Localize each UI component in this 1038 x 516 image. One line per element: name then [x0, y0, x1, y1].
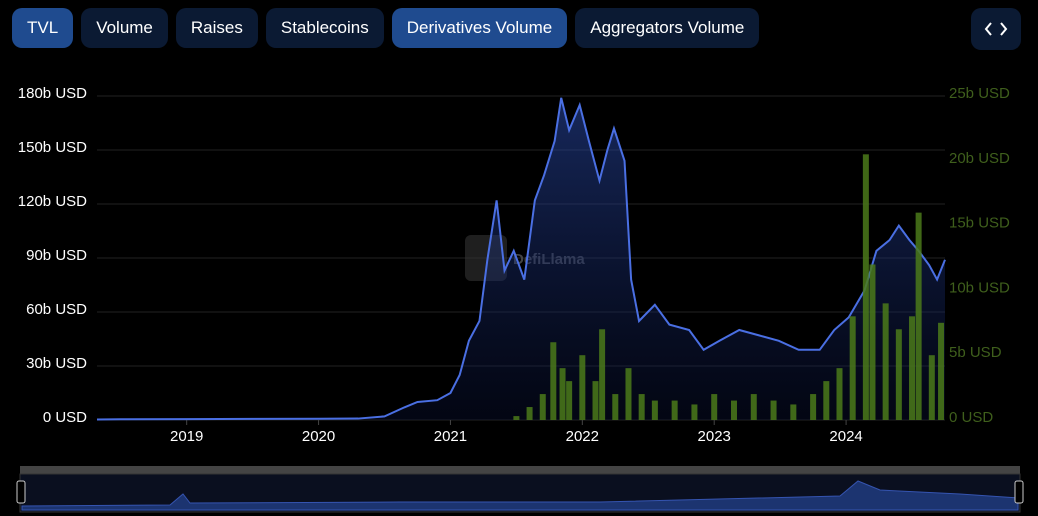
- volume-bar: [625, 368, 632, 420]
- navigator[interactable]: [16, 466, 1024, 513]
- navigator-handle[interactable]: [1014, 480, 1024, 504]
- y-tick-label: 150b USD: [18, 139, 87, 156]
- volume-bar: [823, 381, 830, 420]
- volume-bar: [869, 264, 876, 420]
- y-tick-label: 180b USD: [18, 85, 87, 102]
- volume-bar: [513, 416, 520, 420]
- navigator-handle[interactable]: [16, 480, 26, 504]
- y2-tick-label: 0 USD: [949, 409, 993, 426]
- code-icon: [984, 22, 1008, 36]
- x-tick-label: 2023: [698, 428, 731, 445]
- volume-bar: [592, 381, 599, 420]
- navigator-scrollbar[interactable]: [20, 466, 1020, 474]
- volume-bar: [928, 355, 935, 420]
- y2-tick-label: 25b USD: [949, 85, 1010, 102]
- volume-bar: [579, 355, 586, 420]
- tab[interactable]: Volume: [81, 8, 168, 48]
- y-tick-label: 90b USD: [26, 247, 87, 264]
- volume-bar: [550, 342, 557, 420]
- y2-tick-label: 15b USD: [949, 215, 1010, 232]
- volume-bar: [895, 329, 902, 420]
- volume-bar: [770, 400, 777, 420]
- plot-area: 0 USD 30b USD 60b USD 90b USD 120b USD 150b U…: [18, 85, 1010, 445]
- tvl-area: [97, 97, 945, 421]
- volume-bar: [730, 400, 737, 420]
- volume-bar: [909, 316, 916, 420]
- tab[interactable]: Raises: [175, 8, 258, 48]
- y2-tick-label: 20b USD: [949, 150, 1010, 167]
- volume-bar: [599, 329, 606, 420]
- embed-button[interactable]: [971, 8, 1021, 50]
- x-tick-label: 2020: [302, 428, 335, 445]
- volume-bar: [849, 316, 856, 420]
- x-tick-label: 2021: [434, 428, 467, 445]
- y-tick-label: 0 USD: [43, 409, 87, 426]
- tab[interactable]: Stablecoins: [265, 8, 384, 48]
- y-tick-label: 60b USD: [26, 301, 87, 318]
- volume-bar: [612, 394, 619, 420]
- volume-bar: [882, 303, 889, 420]
- tvl-line: [96, 97, 946, 421]
- volume-bar: [638, 394, 645, 420]
- tab[interactable]: Derivatives Volume: [391, 8, 568, 48]
- volume-bar: [915, 212, 922, 420]
- volume-bar: [836, 368, 843, 420]
- volume-bar: [810, 394, 817, 420]
- volume-bar: [566, 381, 573, 420]
- y2-tick-label: 10b USD: [949, 279, 1010, 296]
- y2-tick-label: 5b USD: [949, 344, 1002, 361]
- volume-bar: [750, 394, 757, 420]
- volume-bar: [651, 400, 658, 420]
- volume-bar: [691, 404, 698, 420]
- volume-bar: [526, 407, 533, 420]
- navigator-series: [21, 480, 1019, 511]
- x-tick-label: 2019: [170, 428, 203, 445]
- x-tick-label: 2024: [829, 428, 862, 445]
- volume-bar: [711, 394, 718, 420]
- tab[interactable]: Aggregators Volume: [575, 8, 760, 48]
- x-tick-label: 2022: [566, 428, 599, 445]
- tab-bar: TVL Volume Raises Stablecoins Derivatives Vo…: [12, 8, 760, 48]
- volume-bar: [862, 154, 869, 420]
- volume-bar: [790, 404, 797, 420]
- volume-bar: [539, 394, 546, 420]
- y-tick-label: 120b USD: [18, 193, 87, 210]
- volume-bar: [671, 400, 678, 420]
- volume-bar: [938, 322, 945, 420]
- tab[interactable]: TVL: [12, 8, 74, 48]
- y-tick-label: 30b USD: [26, 355, 87, 372]
- volume-bar: [559, 368, 566, 420]
